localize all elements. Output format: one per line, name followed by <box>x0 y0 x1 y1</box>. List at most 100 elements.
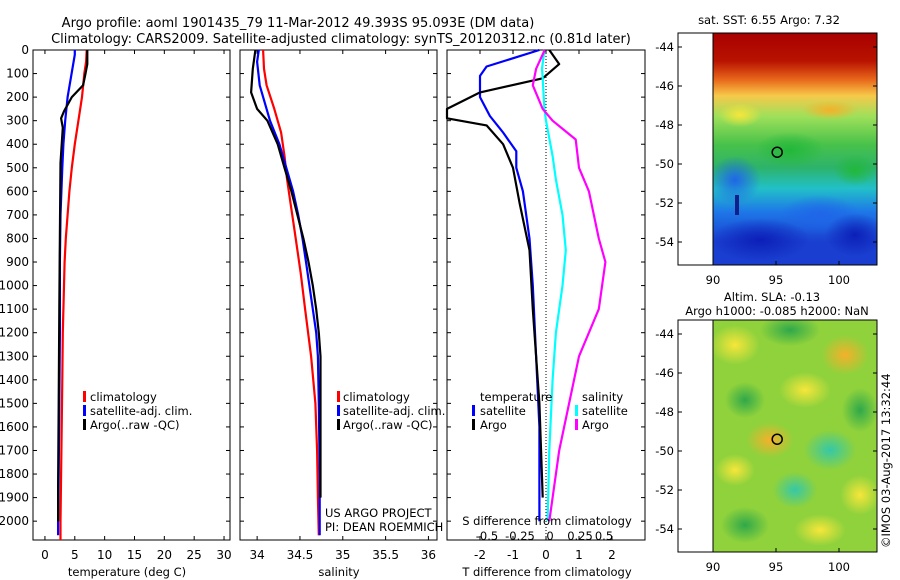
depth-tick-label: 800 <box>6 231 29 245</box>
temperature-legend: climatology satellite-adj. clim. Argo(..… <box>83 390 192 432</box>
legend-swatch-satellite <box>83 405 86 416</box>
legend-swatch-argo <box>337 419 340 430</box>
s-difference-axis-label: S difference from climatology <box>462 514 632 528</box>
depth-tick-label: 1400 <box>0 373 29 387</box>
s-difference-tick-label: 0.25 <box>567 529 593 543</box>
map-lon-tick-label: 90 <box>706 273 721 287</box>
depth-tick-label: 1300 <box>0 349 29 363</box>
legend-label-satellite: satellite-adj. clim. <box>343 404 445 418</box>
depth-tick-label: 700 <box>6 208 29 222</box>
x-tick-label: 20 <box>157 548 172 562</box>
map-lat-tick-label: -46 <box>655 366 674 380</box>
depth-tick-label: 100 <box>6 67 29 81</box>
difference-temperature-argo-line <box>445 49 561 498</box>
depth-tick-label: 300 <box>6 114 29 128</box>
map-lon-tick-label: 100 <box>828 273 850 287</box>
depth-tick-label: 1200 <box>0 326 29 340</box>
s-difference-tick-label: -0.25 <box>505 529 535 543</box>
x-tick-label: 15 <box>127 548 142 562</box>
x-tick-label: 35 <box>335 548 350 562</box>
map-lat-tick-label: -48 <box>655 405 674 419</box>
legend-swatch-t-argo <box>472 419 475 430</box>
chart-title-line2: Climatology: CARS2009. Satellite-adjuste… <box>51 32 631 47</box>
project-annotation: US ARGO PROJECT <box>325 506 433 520</box>
depth-tick-label: 1100 <box>0 302 29 316</box>
map-lat-tick-label: -44 <box>655 40 674 54</box>
temperature-climatology-line <box>59 49 88 540</box>
chart-title-line1: Argo profile: aoml 1901435_79 11-Mar-201… <box>62 16 535 31</box>
x-tick-label: 25 <box>187 548 202 562</box>
legend-group-temperature: temperature <box>480 390 552 404</box>
depth-tick-label: 1900 <box>0 491 29 505</box>
depth-tick-label: 900 <box>6 255 29 269</box>
x-axes: 0 5 10 15 20 25 30 34 34.5 35 35.5 36 -2 -1 0 1 2 <box>41 50 616 562</box>
legend-swatch-s-satellite <box>575 405 578 416</box>
salinity-axis-label: salinity <box>318 565 359 579</box>
legend-label-argo: Argo(..raw -QC) <box>90 418 180 432</box>
legend-swatch-climatology <box>83 391 86 402</box>
legend-swatch-argo <box>83 419 86 430</box>
salinity-legend: climatology satellite-adj. clim. Argo(..… <box>337 390 445 432</box>
depth-tick-label: 200 <box>6 90 29 104</box>
x-tick-label: 5 <box>71 548 79 562</box>
s-difference-tick-labels: -0.5 -0.25 0 0.25 0.5 <box>476 529 613 543</box>
depth-tick-label: 2000 <box>0 514 29 528</box>
depth-tick-label: 1800 <box>0 467 29 481</box>
difference-salinity-satellite-line <box>540 49 567 522</box>
legend-group-salinity: salinity <box>582 390 623 404</box>
depth-tick-label: 500 <box>6 161 29 175</box>
sla-map-title2: Argo h1000: -0.085 h2000: NaN <box>685 304 869 318</box>
sst-map-image <box>713 33 877 265</box>
s-difference-tick-label: 0 <box>546 529 553 543</box>
sst-map-title: sat. SST: 6.55 Argo: 7.32 <box>698 13 840 27</box>
legend-label-s-satellite: satellite <box>582 404 628 418</box>
map-lat-tick-label: -52 <box>655 196 674 210</box>
map-lon-tick-label: 95 <box>769 273 784 287</box>
legend-swatch-climatology <box>337 391 340 402</box>
depth-tick-label: 400 <box>6 137 29 151</box>
float-position-marker <box>771 146 783 158</box>
legend-label-t-satellite: satellite <box>480 404 526 418</box>
map-lon-tick-label: 95 <box>769 560 784 574</box>
x-tick-label: 34 <box>249 548 264 562</box>
sla-map-axes: -44 -46 -48 -50 -52 -54 90 95 100 <box>655 327 877 574</box>
legend-swatch-t-satellite <box>472 405 475 416</box>
depth-tick-label: 1500 <box>0 396 29 410</box>
temperature-argo-raw-qc-line <box>56 50 89 522</box>
legend-label-climatology: climatology <box>343 390 410 404</box>
profile-series <box>56 48 607 540</box>
temperature-axis-label: temperature (deg C) <box>68 565 186 579</box>
x-tick-label: 0 <box>542 548 550 562</box>
float-position-marker <box>771 433 783 445</box>
depth-axis: 0 100 200 300 400 500 600 700 800 900 1000 1100 1200… <box>0 43 645 528</box>
map-lat-tick-label: -54 <box>655 235 674 249</box>
temperature-panel-frame <box>32 49 231 541</box>
x-tick-label: 1 <box>575 548 583 562</box>
map-lat-tick-label: -52 <box>655 483 674 497</box>
pi-annotation: PI: DEAN ROEMMICH <box>325 520 443 534</box>
depth-tick-label: 0 <box>21 43 29 57</box>
t-difference-axis-label: T difference from climatology <box>461 565 632 579</box>
salinity-argo-raw-qc-line <box>250 49 322 498</box>
map-lon-tick-label: 100 <box>828 560 850 574</box>
x-tick-label: 0 <box>41 548 49 562</box>
legend-swatch-s-argo <box>575 419 578 430</box>
map-lat-tick-label: -48 <box>655 118 674 132</box>
sla-map-title1: Altim. SLA: -0.13 <box>724 290 820 304</box>
map-lat-tick-label: -46 <box>655 79 674 93</box>
depth-tick-label: 1000 <box>0 279 29 293</box>
imos-credit: ©IMOS 03-Aug-2017 13:32:44 <box>879 373 893 548</box>
legend-label-argo: Argo(..raw -QC) <box>343 418 433 432</box>
legend-label-satellite: satellite-adj. clim. <box>90 404 192 418</box>
x-tick-label: -1 <box>507 548 519 562</box>
x-tick-label: -2 <box>474 548 486 562</box>
s-difference-tick-label: -0.5 <box>476 529 498 543</box>
depth-tick-label: 1700 <box>0 443 29 457</box>
map-lat-tick-label: -54 <box>655 522 674 536</box>
x-tick-label: 36 <box>421 548 436 562</box>
legend-swatch-satellite <box>337 405 340 416</box>
x-tick-label: 30 <box>216 548 231 562</box>
salinity-climatology-line <box>262 49 320 536</box>
s-difference-tick-label: 0.5 <box>595 529 613 543</box>
x-tick-label: 35.5 <box>372 548 399 562</box>
